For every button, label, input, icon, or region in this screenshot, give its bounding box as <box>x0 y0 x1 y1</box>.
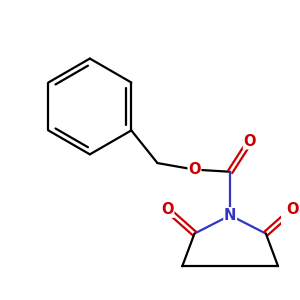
Text: O: O <box>286 202 299 217</box>
Text: O: O <box>188 162 201 177</box>
Text: N: N <box>224 208 236 223</box>
Text: O: O <box>244 134 256 149</box>
Text: O: O <box>161 202 174 217</box>
